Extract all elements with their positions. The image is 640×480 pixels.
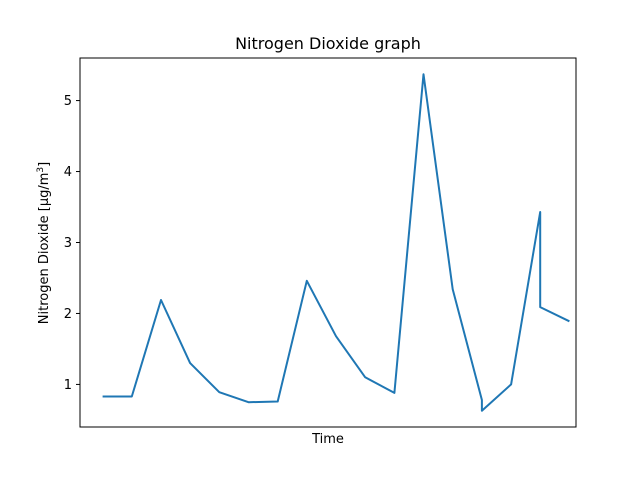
x-axis-label: Time <box>311 432 344 447</box>
chart-title: Nitrogen Dioxide graph <box>235 34 421 53</box>
y-tick-label: 1 <box>64 378 72 393</box>
y-tick-label: 4 <box>64 165 72 180</box>
plot-frame <box>79 57 577 428</box>
y-tick-label: 5 <box>64 94 72 109</box>
y-tick-label: 3 <box>64 236 72 251</box>
plot-area <box>102 73 570 412</box>
series-line <box>102 73 570 412</box>
y-axis-label-superscript: 3 <box>36 167 46 173</box>
y-axis-label-end: ] <box>37 162 52 167</box>
y-axis: 1 2 3 4 5 <box>64 94 80 393</box>
y-axis-label-text: Nitrogen Dioxide [μg/m <box>37 173 52 325</box>
y-axis-label: Nitrogen Dioxide [μg/m3] <box>36 162 52 324</box>
y-tick-label: 2 <box>64 307 72 322</box>
